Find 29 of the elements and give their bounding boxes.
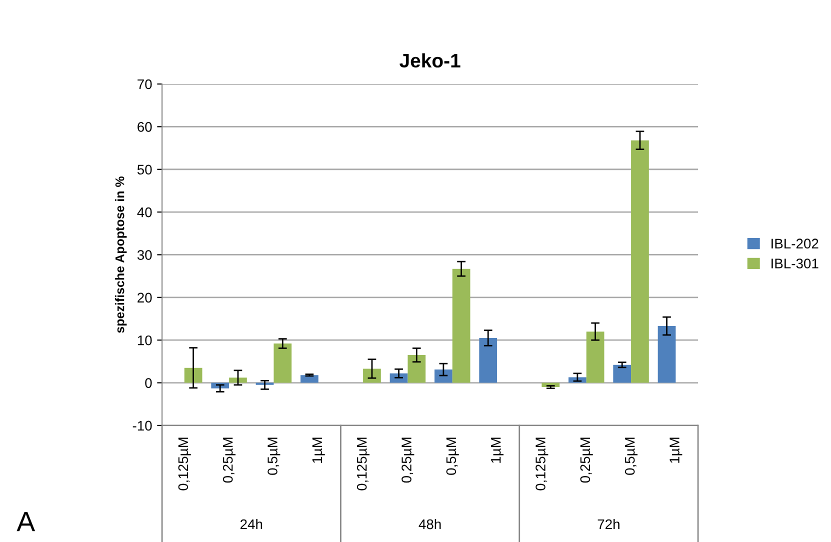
x-tick-label: 0,5µM (446, 438, 459, 475)
x-tick-label: 0,125µM (536, 438, 548, 490)
x-tick-label: 0,25µM (402, 438, 414, 483)
y-tick-label: 40 (137, 207, 152, 218)
text: A (16, 512, 36, 532)
text: 24h (240, 518, 262, 530)
y-tick-label: 20 (138, 292, 152, 303)
text: 48h (418, 518, 441, 530)
x-tick-label: 1µM (491, 438, 504, 463)
legend-label: IBL-202 (772, 238, 818, 249)
x-tick-label: 0,125µM (178, 438, 191, 490)
y-tick-label: 50 (137, 164, 152, 175)
legend-label: IBL-301 (772, 258, 818, 268)
x-tick-label: 0,25µM (222, 438, 236, 483)
y-tick-label: 60 (138, 122, 152, 132)
chart-title: Jeko-1 (400, 53, 460, 68)
x-tick-label: 0,25µM (580, 438, 593, 483)
x-tick-label: 0,5µM (624, 438, 638, 475)
x-tick-label: 1µM (312, 438, 325, 463)
y-tick-label: 70 (138, 79, 152, 90)
y-tick-label: 0 (145, 378, 152, 388)
x-tick-label: 0,5µM (268, 438, 280, 475)
x-tick-label: 0,125µM (356, 438, 370, 490)
x-tick-label: 1µM (670, 438, 682, 463)
y-tick-label: -10 (132, 420, 152, 431)
y-tick-label: 10 (138, 335, 152, 346)
y-tick-label: 30 (137, 250, 152, 260)
y-axis-title: spezifische Apoptose in % (115, 176, 127, 333)
text: 72h (598, 518, 620, 530)
